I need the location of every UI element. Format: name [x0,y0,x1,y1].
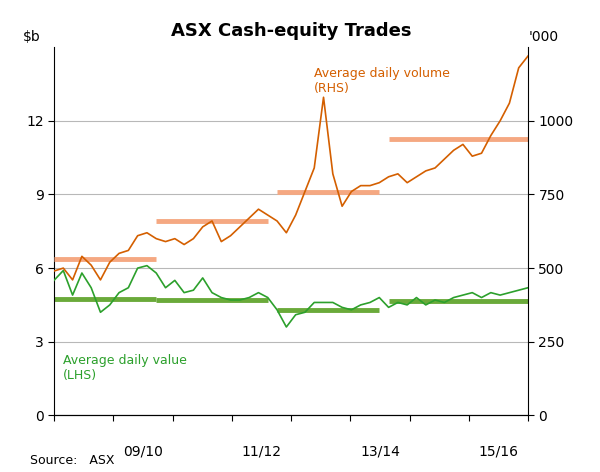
Text: '000: '000 [529,30,559,43]
Text: 13/14: 13/14 [360,445,400,459]
Text: 15/16: 15/16 [478,445,518,459]
Text: Source:   ASX: Source: ASX [30,454,115,467]
Title: ASX Cash-equity Trades: ASX Cash-equity Trades [171,22,411,40]
Text: $b: $b [23,30,41,43]
Text: 09/10: 09/10 [123,445,163,459]
Text: Average daily value
(LHS): Average daily value (LHS) [63,354,187,382]
Text: 11/12: 11/12 [241,445,281,459]
Text: Average daily volume
(RHS): Average daily volume (RHS) [314,67,450,95]
